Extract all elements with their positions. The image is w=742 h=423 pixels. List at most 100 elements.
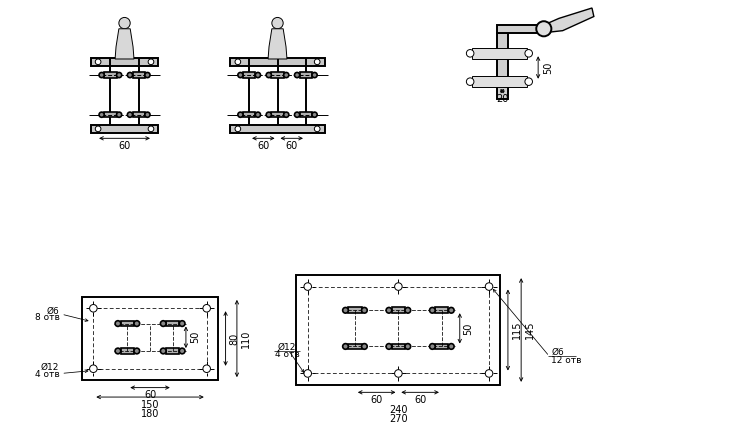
Circle shape bbox=[180, 348, 185, 354]
Circle shape bbox=[119, 17, 130, 29]
Bar bbox=[133, 72, 145, 78]
Circle shape bbox=[145, 112, 150, 117]
Circle shape bbox=[238, 112, 243, 117]
Text: 270: 270 bbox=[389, 414, 407, 423]
Circle shape bbox=[430, 343, 436, 349]
Circle shape bbox=[116, 72, 122, 78]
Text: 80: 80 bbox=[229, 332, 240, 345]
Circle shape bbox=[405, 343, 410, 349]
Circle shape bbox=[386, 308, 392, 313]
Bar bbox=[243, 112, 255, 117]
Circle shape bbox=[283, 72, 289, 78]
Circle shape bbox=[448, 343, 454, 349]
Circle shape bbox=[180, 321, 185, 327]
Circle shape bbox=[467, 49, 474, 57]
Circle shape bbox=[99, 72, 104, 78]
Bar bbox=[166, 348, 180, 354]
Circle shape bbox=[115, 321, 121, 327]
Text: 60: 60 bbox=[414, 395, 426, 405]
Bar bbox=[230, 58, 325, 66]
Text: 180: 180 bbox=[141, 409, 160, 419]
Text: 4 отв: 4 отв bbox=[275, 350, 299, 359]
Circle shape bbox=[295, 112, 300, 117]
Text: 145: 145 bbox=[525, 321, 535, 339]
Polygon shape bbox=[115, 29, 134, 59]
Circle shape bbox=[304, 370, 312, 377]
Circle shape bbox=[128, 72, 133, 78]
Bar bbox=[230, 125, 325, 133]
Circle shape bbox=[525, 49, 533, 57]
Bar bbox=[104, 112, 116, 117]
Bar bbox=[436, 343, 448, 349]
Text: 240: 240 bbox=[389, 405, 407, 415]
Text: 4 отв: 4 отв bbox=[35, 370, 59, 379]
Circle shape bbox=[295, 72, 300, 78]
Circle shape bbox=[134, 348, 139, 354]
Text: 50: 50 bbox=[464, 322, 473, 335]
Circle shape bbox=[266, 72, 272, 78]
Bar bbox=[300, 72, 312, 78]
Text: Ø12: Ø12 bbox=[41, 363, 59, 372]
Text: 20: 20 bbox=[496, 94, 508, 104]
Text: 60: 60 bbox=[119, 141, 131, 151]
Circle shape bbox=[405, 308, 410, 313]
Circle shape bbox=[448, 308, 454, 313]
Bar bbox=[91, 58, 157, 66]
Bar bbox=[392, 308, 405, 313]
Polygon shape bbox=[544, 8, 594, 33]
Circle shape bbox=[203, 365, 211, 373]
Circle shape bbox=[148, 59, 154, 65]
Circle shape bbox=[361, 308, 367, 313]
Bar bbox=[472, 48, 527, 59]
Text: 115: 115 bbox=[512, 321, 522, 339]
Circle shape bbox=[395, 283, 402, 290]
Circle shape bbox=[315, 59, 320, 65]
Circle shape bbox=[304, 283, 312, 290]
Circle shape bbox=[430, 308, 436, 313]
Bar bbox=[348, 308, 361, 313]
Bar bbox=[104, 72, 116, 78]
Bar bbox=[272, 112, 283, 117]
Circle shape bbox=[115, 348, 121, 354]
Polygon shape bbox=[268, 29, 287, 59]
Circle shape bbox=[116, 112, 122, 117]
Circle shape bbox=[283, 112, 289, 117]
Circle shape bbox=[238, 72, 243, 78]
Text: 110: 110 bbox=[240, 330, 251, 348]
Circle shape bbox=[343, 343, 348, 349]
Circle shape bbox=[255, 72, 260, 78]
Circle shape bbox=[395, 370, 402, 377]
Circle shape bbox=[95, 126, 101, 132]
Text: 50: 50 bbox=[190, 331, 200, 343]
Circle shape bbox=[160, 321, 166, 327]
Circle shape bbox=[485, 283, 493, 290]
Circle shape bbox=[128, 112, 133, 117]
Circle shape bbox=[145, 72, 150, 78]
Bar bbox=[82, 297, 218, 380]
Circle shape bbox=[485, 370, 493, 377]
Circle shape bbox=[361, 343, 367, 349]
Bar bbox=[91, 125, 157, 133]
Bar bbox=[133, 112, 145, 117]
Text: Ø6: Ø6 bbox=[47, 307, 59, 316]
Bar bbox=[121, 348, 134, 354]
Text: 60: 60 bbox=[257, 141, 269, 151]
Circle shape bbox=[255, 112, 260, 117]
Bar bbox=[243, 72, 255, 78]
Text: 8 отв: 8 отв bbox=[35, 313, 59, 322]
Text: 50: 50 bbox=[543, 61, 553, 74]
Bar bbox=[496, 33, 508, 99]
Bar bbox=[436, 308, 448, 313]
Circle shape bbox=[90, 365, 97, 373]
Text: 60: 60 bbox=[144, 390, 156, 401]
Circle shape bbox=[272, 17, 283, 29]
Bar bbox=[93, 308, 207, 369]
Text: 60: 60 bbox=[286, 141, 298, 151]
Bar bbox=[308, 286, 489, 374]
Circle shape bbox=[525, 78, 533, 85]
Circle shape bbox=[467, 78, 474, 85]
Bar bbox=[496, 25, 544, 33]
Text: Ø12: Ø12 bbox=[278, 343, 296, 352]
Bar bbox=[121, 321, 134, 327]
Circle shape bbox=[235, 126, 240, 132]
